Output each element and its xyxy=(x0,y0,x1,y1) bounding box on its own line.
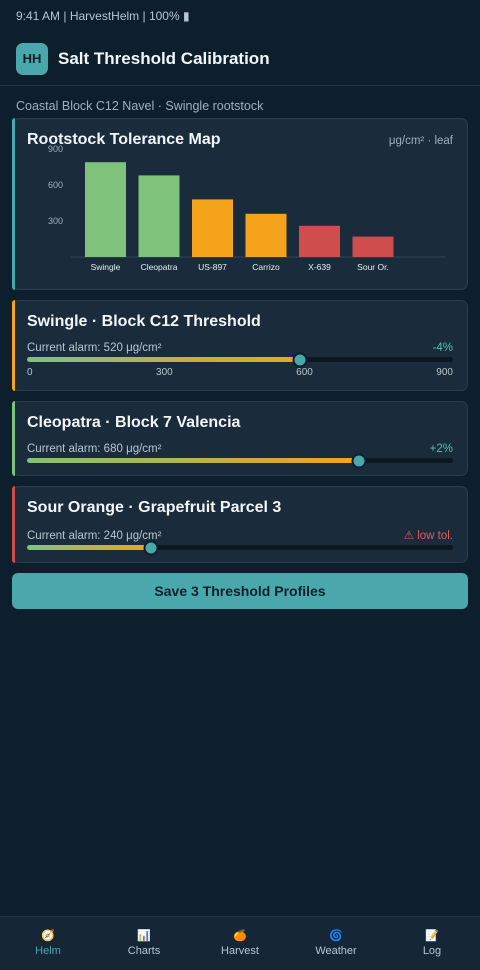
x-tick-label: Swingle xyxy=(91,262,121,272)
chart-unit: μg/cm² · leaf xyxy=(388,135,453,147)
nav-label: Harvest xyxy=(221,945,259,957)
bar-swingle[interactable] xyxy=(85,162,126,257)
tolerance-bar-chart: 300 600 900 Swingle Cleopatra US-897 Carrizo X-… xyxy=(48,144,445,272)
x-tick-label: US-897 xyxy=(198,262,227,272)
card-accent xyxy=(12,300,15,391)
card-accent xyxy=(12,401,15,476)
nav-item-log[interactable]: 📝 Log xyxy=(384,917,480,970)
bar-us-897[interactable] xyxy=(192,199,233,257)
threshold-slider[interactable] xyxy=(27,540,453,555)
low-tolerance-warning: ⚠ low tol. xyxy=(403,530,453,542)
threshold-slider[interactable] xyxy=(27,352,453,367)
bottom-nav: 🧭 Helm 📊 Charts 🍊 Harvest 🌀 Weather 📝 Lo… xyxy=(0,916,480,970)
cyclone-icon: 🌀 xyxy=(329,930,343,942)
bar-sour-or-[interactable] xyxy=(352,236,394,257)
nav-item-helm[interactable]: 🧭 Helm xyxy=(0,917,96,970)
nav-label: Log xyxy=(422,945,442,957)
scale-label: 300 xyxy=(156,367,173,378)
threshold-slider[interactable] xyxy=(27,453,453,468)
scale-label: 900 xyxy=(436,367,453,378)
slider-fill xyxy=(27,545,151,550)
nav-item-harvest[interactable]: 🍊 Harvest xyxy=(192,917,288,970)
nav-item-charts[interactable]: 📊 Charts xyxy=(96,917,192,970)
x-tick-label: X-639 xyxy=(308,262,331,272)
slider-scale: 0 300 600 900 xyxy=(27,367,453,378)
nav-label: Weather xyxy=(315,945,357,957)
slider-thumb[interactable] xyxy=(143,540,159,555)
nav-label: Helm xyxy=(35,945,61,957)
y-tick-label: 300 xyxy=(48,216,63,226)
current-alarm-label: Current alarm: 240 μg/cm² xyxy=(27,530,162,542)
bar-carrizo[interactable] xyxy=(245,213,287,257)
slider-thumb[interactable] xyxy=(292,352,308,367)
current-alarm-label: Current alarm: 520 μg/cm² xyxy=(27,342,162,354)
chart-icon: 📊 xyxy=(137,930,151,942)
slider-fill xyxy=(27,357,300,362)
x-tick-label: Sour Or. xyxy=(357,262,389,272)
y-tick-label: 600 xyxy=(48,180,63,190)
save-profiles-button[interactable]: Save 3 Threshold Profiles xyxy=(12,573,468,609)
threshold-title: Sour Orange · Grapefruit Parcel 3 xyxy=(27,499,282,516)
x-tick-label: Cleopatra xyxy=(141,262,178,272)
threshold-title: Swingle · Block C12 Threshold xyxy=(27,313,261,330)
threshold-title: Cleopatra · Block 7 Valencia xyxy=(27,414,241,431)
nav-label: Charts xyxy=(127,945,161,957)
threshold-card-swingle: Swingle · Block C12 Threshold Current al… xyxy=(12,300,468,391)
bar-cleopatra[interactable] xyxy=(138,175,180,257)
slider-thumb[interactable] xyxy=(351,453,367,468)
app-header: HH Salt Threshold Calibration xyxy=(0,32,480,86)
app-logo[interactable]: HH xyxy=(16,42,48,75)
block-context: Coastal Block C12 Navel · Swingle rootst… xyxy=(16,99,264,113)
card-accent xyxy=(12,486,15,563)
card-accent xyxy=(12,118,15,290)
delta-badge: +2% xyxy=(429,443,453,455)
page-title: Salt Threshold Calibration xyxy=(58,48,270,68)
status-bar: 9:41 AM | HarvestHelm | 100% ▮ xyxy=(16,9,190,23)
threshold-card-sour-orange: Sour Orange · Grapefruit Parcel 3 Curren… xyxy=(12,486,468,563)
memo-icon: 📝 xyxy=(425,930,439,942)
slider-fill xyxy=(27,458,360,463)
scale-label: 600 xyxy=(296,367,313,378)
delta-badge: -4% xyxy=(432,342,453,354)
bar-x-639[interactable] xyxy=(299,225,340,257)
tolerance-map-card: Rootstock Tolerance Map μg/cm² · leaf 30… xyxy=(12,118,468,290)
y-tick-label: 900 xyxy=(48,144,63,154)
x-tick-label: Carrizo xyxy=(252,262,280,272)
compass-icon: 🧭 xyxy=(41,930,55,942)
chart-title: Rootstock Tolerance Map xyxy=(27,131,221,148)
orange-icon: 🍊 xyxy=(233,930,247,942)
current-alarm-label: Current alarm: 680 μg/cm² xyxy=(27,443,162,455)
threshold-card-cleopatra: Cleopatra · Block 7 Valencia Current ala… xyxy=(12,401,468,476)
scale-label: 0 xyxy=(27,367,33,378)
nav-item-weather[interactable]: 🌀 Weather xyxy=(288,917,384,970)
